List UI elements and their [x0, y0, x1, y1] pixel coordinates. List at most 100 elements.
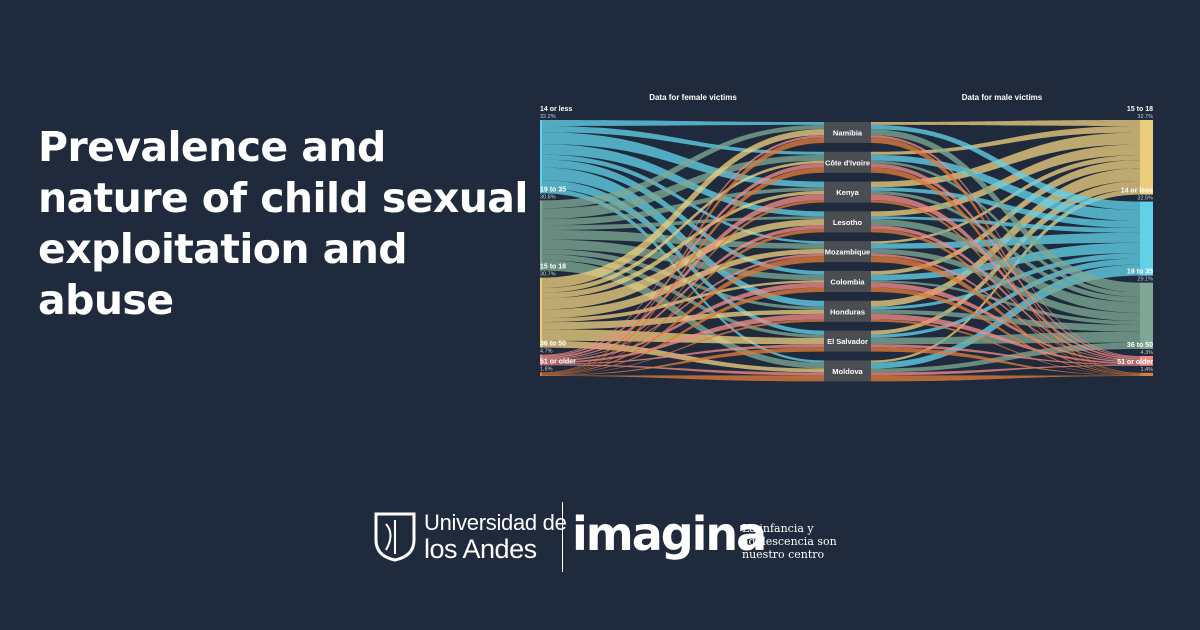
flow-female-15-to-18-c-te-d-ivoire: [542, 160, 824, 293]
sankey-chart-svg: Namibia Côte d'Ivoire Kenya Lesotho Mozambiq…: [540, 93, 1153, 382]
flow-female-19-to-35-mozambique: [542, 230, 824, 249]
female-group-pct-14-or-less: 32.2%: [540, 114, 556, 120]
flow-male-namibia-14-or-less: [871, 124, 1140, 210]
flow-female-51-or-older-mozambique: [542, 256, 824, 375]
male-chart-title: Data for male victims: [962, 93, 1043, 102]
country-box-moldova: [824, 360, 871, 382]
flow-male-namibia-15-to-18: [871, 120, 1140, 127]
flow-female-15-to-18-mozambique: [542, 248, 824, 319]
flow-male-honduras-19-to-35: [871, 309, 1140, 332]
female-group-pct-36-to-50: 4.7%: [540, 349, 553, 355]
male-node-19-to-35: [1140, 282, 1153, 350]
flow-female-19-to-35-namibia: [542, 124, 824, 209]
flow-female-36-to-50-moldova: [542, 364, 824, 376]
flow-male-colombia-36-to-50: [871, 282, 1140, 363]
country-box-honduras: [824, 300, 871, 322]
flow-female-36-to-50-el-salvador: [542, 344, 824, 365]
flow-male-c-te-d-ivoire-51-or-older: [871, 167, 1140, 374]
female-group-label-36-to-50: 36 to 50: [540, 341, 566, 348]
footer-divider: [562, 502, 563, 572]
headline: Prevalence and nature of child sexual ex…: [38, 123, 528, 324]
flow-male-namibia-51-or-older: [871, 137, 1140, 374]
universidad-line2: los Andes: [424, 534, 537, 564]
female-node-14-or-less: [540, 120, 542, 194]
country-box-c-te-d-ivoire: [824, 151, 871, 173]
tagline-line1: La infancia y: [742, 522, 814, 535]
female-group-pct-51-or-older: 1.6%: [540, 366, 553, 372]
flow-female-15-to-18-namibia: [542, 129, 824, 289]
flow-female-51-or-older-honduras: [542, 319, 824, 376]
imagina-logo: imagina: [572, 507, 767, 561]
flow-male-lesotho-51-or-older: [871, 229, 1140, 375]
flow-female-51-or-older-namibia: [542, 137, 824, 373]
country-box-el-salvador: [824, 330, 871, 352]
male-group-pct-14-or-less: 32.5%: [1137, 196, 1153, 202]
flow-female-36-to-50-lesotho: [542, 225, 824, 360]
flow-female-51-or-older-colombia: [542, 287, 824, 375]
flow-male-lesotho-36-to-50: [871, 225, 1140, 361]
female-node-36-to-50: [540, 354, 542, 366]
male-node-51-or-older: [1140, 372, 1153, 376]
flow-female-36-to-50-honduras: [542, 313, 824, 364]
flow-male-lesotho-15-to-18: [871, 144, 1140, 217]
flow-male-mozambique-15-to-18: [871, 155, 1140, 244]
flow-male-lesotho-14-or-less: [871, 216, 1140, 233]
male-group-pct-51-or-older: 1.4%: [1140, 367, 1153, 373]
country-box-lesotho: [824, 211, 871, 233]
flow-female-51-or-older-moldova: [542, 375, 824, 382]
male-group-label-15-to-18: 15 to 18: [1127, 106, 1153, 113]
tagline-line3: nuestro centro: [742, 548, 825, 561]
male-node-14-or-less: [1140, 201, 1153, 276]
male-group-pct-36-to-50: 4.3%: [1140, 350, 1153, 356]
flow-female-51-or-older-c-te-d-ivoire: [542, 167, 824, 374]
female-group-label-15-to-18: 15 to 18: [540, 264, 566, 271]
flow-male-c-te-d-ivoire-36-to-50: [871, 163, 1140, 358]
flow-male-el-salvador-14-or-less: [871, 258, 1140, 338]
flow-female-19-to-35-el-salvador: [542, 254, 824, 338]
flow-male-colombia-15-to-18: [871, 160, 1140, 275]
imagina-tagline: La infancia y adolescencia son nuestro c…: [742, 522, 842, 561]
flow-female-36-to-50-colombia: [542, 282, 824, 362]
flow-male-el-salvador-36-to-50: [871, 344, 1140, 365]
flow-male-kenya-36-to-50: [871, 194, 1140, 360]
flow-female-15-to-18-lesotho: [542, 219, 824, 310]
flow-male-lesotho-19-to-35: [871, 219, 1140, 313]
footer-logos: Universidad de los Andes imagina La infa…: [372, 500, 842, 576]
flow-female-15-to-18-honduras: [542, 309, 824, 330]
universidad-line1: Universidad de: [424, 510, 567, 535]
male-node-15-to-18: [1140, 120, 1153, 195]
country-label-c-te-d-ivoire: Côte d'Ivoire: [825, 158, 870, 167]
flow-male-mozambique-19-to-35: [871, 248, 1140, 321]
flow-male-namibia-36-to-50: [871, 135, 1140, 357]
flow-female-14-or-less-mozambique: [542, 154, 824, 244]
country-box-colombia: [824, 271, 871, 292]
flow-male-el-salvador-51-or-older: [871, 347, 1140, 376]
universidad-shield-icon: [374, 512, 416, 562]
country-label-mozambique: Mozambique: [825, 248, 870, 257]
flow-male-mozambique-36-to-50: [871, 253, 1140, 362]
flow-male-c-te-d-ivoire-14-or-less: [871, 154, 1140, 222]
flow-female-36-to-50-kenya: [542, 194, 824, 359]
country-box-namibia: [824, 122, 871, 143]
flow-female-15-to-18-colombia: [542, 280, 824, 323]
flow-female-14-or-less-colombia: [542, 159, 824, 275]
flow-male-moldova-36-to-50: [871, 364, 1140, 376]
flow-female-19-to-35-moldova: [542, 260, 824, 369]
sankey-chart: Namibia Côte d'Ivoire Kenya Lesotho Mozambiq…: [530, 84, 1170, 384]
flow-female-14-or-less-lesotho: [542, 144, 824, 217]
female-node-19-to-35: [540, 200, 542, 271]
country-label-kenya: Kenya: [836, 188, 859, 197]
country-label-honduras: Honduras: [830, 307, 865, 316]
male-group-label-51-or-older: 51 or older: [1117, 359, 1153, 366]
flow-male-honduras-36-to-50: [871, 313, 1140, 365]
female-group-label-19-to-35: 19 to 35: [540, 186, 566, 193]
male-group-label-14-or-less: 14 or less: [1121, 188, 1153, 195]
flow-female-14-or-less-kenya: [542, 132, 824, 188]
flow-female-14-or-less-c-te-d-ivoire: [542, 125, 824, 155]
flow-male-honduras-51-or-older: [871, 319, 1140, 376]
female-chart-title: Data for female victims: [649, 93, 737, 102]
flow-male-honduras-15-to-18: [871, 168, 1140, 307]
country-label-el-salvador: El Salvador: [827, 337, 868, 346]
flow-male-moldova-51-or-older: [871, 375, 1140, 382]
flow-male-kenya-15-to-18: [871, 132, 1140, 188]
